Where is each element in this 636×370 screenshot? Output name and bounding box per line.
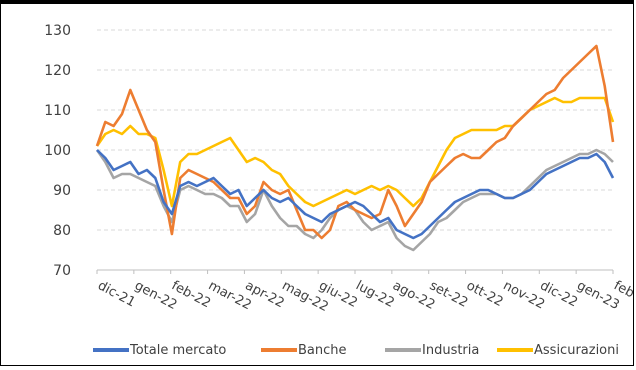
x-tick-label: dic-21 (95, 278, 138, 310)
legend-label: Banche (298, 343, 347, 358)
legend-label: Totale mercato (129, 343, 226, 358)
x-tick-labels: dic-21gen-22feb-22mar-22apr-22mag-22giu-… (95, 278, 636, 315)
x-tick-label: ott-22 (464, 278, 506, 310)
y-tick-label: 70 (53, 263, 71, 279)
x-tick-label: lug-22 (353, 278, 397, 311)
y-tick-label: 90 (53, 183, 71, 199)
x-tick-label: dic-22 (537, 278, 580, 310)
series-line-banche (95, 44, 615, 240)
legend-label: Assicurazioni (534, 343, 619, 358)
legend: Totale mercato Banche Industria Assicurazio… (93, 343, 619, 358)
y-tick-label: 100 (44, 143, 71, 159)
y-tick-labels: 70 80 90 100 110 120 130 (44, 23, 71, 279)
x-tick-label: nov-22 (501, 278, 548, 312)
y-tick-label: 80 (53, 223, 71, 239)
y-tick-label: 130 (44, 23, 71, 39)
series-line-assicurazioni (95, 96, 615, 208)
y-tick-label: 120 (44, 63, 71, 79)
series-lines (95, 44, 615, 252)
line-chart: 70 80 90 100 110 120 130 dic-21gen-22feb-22mar… (44, 23, 636, 358)
series-line-industria (95, 148, 614, 252)
legend-label: Industria (422, 343, 479, 358)
y-tick-label: 110 (44, 103, 71, 119)
axes (96, 269, 614, 274)
gridlines (97, 29, 613, 231)
series-line-totale-mercato (96, 149, 615, 240)
